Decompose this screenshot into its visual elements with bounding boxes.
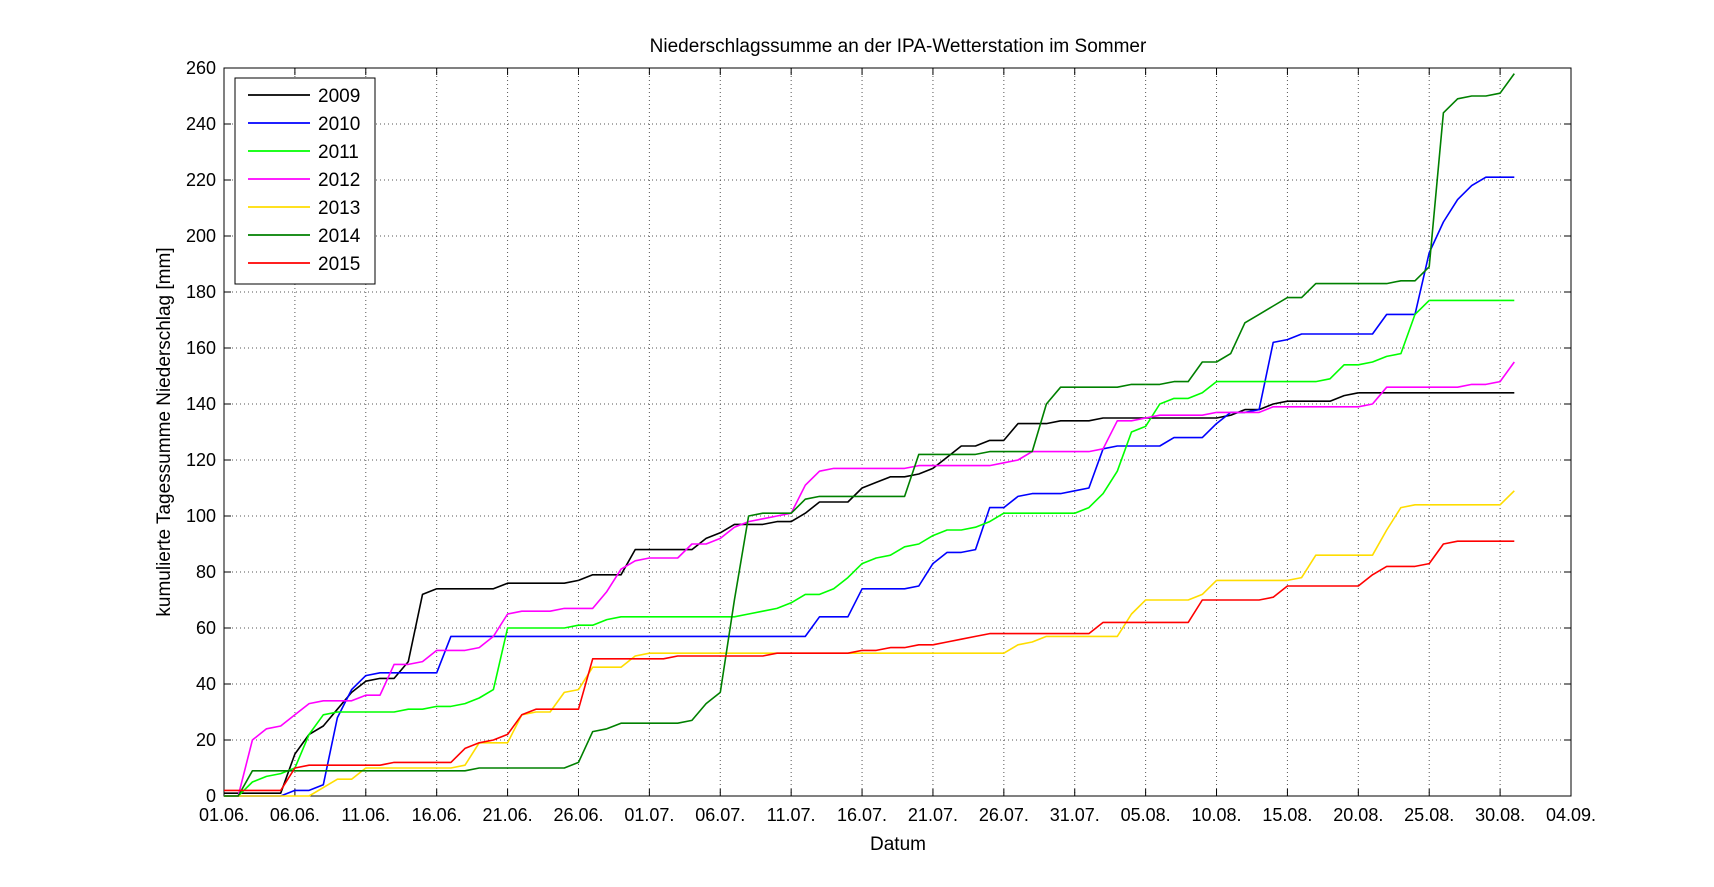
series-line-2009	[224, 392, 1515, 794]
legend-label-2012: 2012	[318, 170, 360, 191]
x-tick-label: 26.07.	[979, 805, 1029, 825]
y-tick-label: 100	[186, 506, 216, 526]
x-tick-label: 10.08.	[1192, 805, 1242, 825]
legend-box	[234, 77, 376, 285]
x-tick-label: 01.06.	[199, 805, 249, 825]
x-tick-label: 04.09.	[1546, 805, 1596, 825]
x-tick-label: 11.07.	[767, 805, 816, 825]
x-tick-label: 15.08.	[1262, 805, 1312, 825]
legend: 2009 2010 2011 2012 2013 2014 2015	[234, 77, 376, 285]
y-tick-label: 220	[186, 170, 216, 190]
legend-label-2009: 2009	[318, 86, 360, 107]
x-tick-label: 31.07.	[1050, 805, 1100, 825]
y-tick-label: 20	[196, 730, 216, 750]
x-tick-label: 21.06.	[483, 805, 533, 825]
series-lines	[224, 73, 1515, 797]
y-tick-label: 140	[186, 394, 216, 414]
y-tick-label: 260	[186, 58, 216, 78]
y-tick-label: 180	[186, 282, 216, 302]
x-tick-label: 11.06.	[341, 805, 390, 825]
y-tick-label: 60	[196, 618, 216, 638]
y-tick-label: 0	[206, 786, 216, 806]
x-tick-label: 20.08.	[1333, 805, 1383, 825]
series-line-2013	[224, 490, 1515, 797]
y-tick-label: 120	[186, 450, 216, 470]
x-tick-label: 30.08.	[1475, 805, 1525, 825]
x-tick-label: 06.07.	[695, 805, 745, 825]
grid	[224, 68, 1571, 796]
y-tick-label: 80	[196, 562, 216, 582]
series-line-2014	[224, 73, 1515, 797]
chart-title: Niederschlagssumme an der IPA-Wetterstat…	[650, 36, 1147, 57]
x-tick-label: 16.07.	[837, 805, 887, 825]
series-line-2015	[224, 540, 1515, 792]
y-axis: 0 20 40 60 80 100 120 140 160 180 200 220 240 260	[186, 58, 1571, 806]
x-tick-label: 06.06.	[270, 805, 320, 825]
legend-label-2011: 2011	[318, 142, 359, 163]
legend-label-2014: 2014	[318, 226, 361, 247]
x-tick-label: 16.06.	[412, 805, 462, 825]
x-tick-label: 05.08.	[1121, 805, 1171, 825]
series-line-2011	[224, 299, 1515, 797]
legend-label-2015: 2015	[318, 254, 360, 275]
x-tick-label: 01.07.	[624, 805, 674, 825]
y-tick-label: 160	[186, 338, 216, 358]
y-tick-label: 240	[186, 114, 216, 134]
x-axis-label: Datum	[870, 834, 926, 855]
plot-area-frame	[223, 67, 1572, 797]
y-tick-label: 40	[196, 674, 216, 694]
x-tick-label: 26.06.	[553, 805, 603, 825]
legend-label-2013: 2013	[318, 198, 360, 219]
legend-label-2010: 2010	[318, 114, 360, 135]
x-axis: 01.06. 06.06. 11.06. 16.06. 21.06. 26.06. 01.0…	[199, 68, 1596, 825]
y-axis-label: kumulierte Tagessumme Niederschlag [mm]	[154, 247, 175, 616]
series-line-2010	[224, 176, 1515, 797]
series-line-2012	[224, 361, 1515, 797]
x-tick-label: 21.07.	[908, 805, 958, 825]
y-tick-label: 200	[186, 226, 216, 246]
x-tick-label: 25.08.	[1404, 805, 1454, 825]
